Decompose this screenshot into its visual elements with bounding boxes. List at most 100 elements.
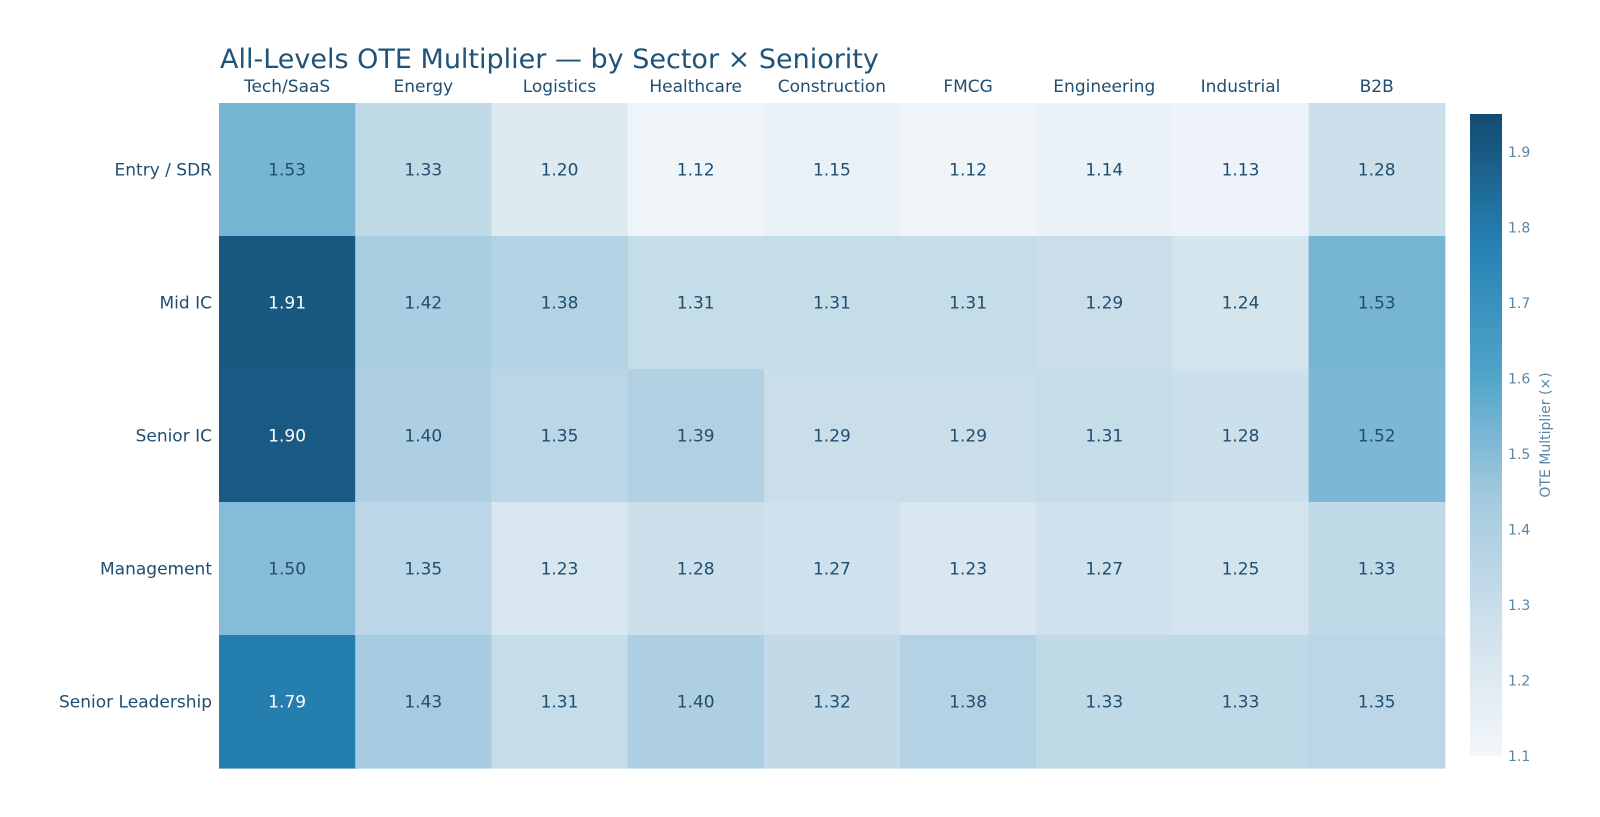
column-label: Industrial: [1201, 77, 1281, 97]
cell-value-label: 1.39: [677, 427, 715, 447]
column-label: Energy: [394, 77, 454, 97]
heatmap-cell: [491, 502, 629, 636]
heatmap-cell: [627, 502, 765, 636]
cell-value-label: 1.25: [1222, 560, 1260, 580]
cell-value-label: 1.35: [1358, 693, 1396, 713]
cell-value-label: 1.33: [404, 161, 442, 181]
cell-value-label: 1.24: [1222, 294, 1260, 314]
column-label: Tech/SaaS: [243, 77, 330, 97]
heatmap-cell: [355, 635, 492, 769]
heatmap-cell: [900, 369, 1037, 503]
cell-value-label: 1.27: [1085, 560, 1123, 580]
colorbar-tick-label: 1.8: [1508, 220, 1530, 236]
column-label: B2B: [1360, 77, 1394, 97]
cell-value-label: 1.29: [1085, 294, 1123, 314]
heatmap-cell: [219, 103, 356, 237]
heatmap-cell: [219, 635, 356, 769]
cell-value-label: 1.29: [949, 427, 987, 447]
cell-value-label: 1.33: [1222, 693, 1260, 713]
heatmap-cell: [1172, 236, 1310, 370]
colorbar-gradient: [1470, 114, 1502, 756]
cell-value-label: 1.12: [949, 161, 987, 181]
heatmap-cell: [1308, 635, 1446, 769]
cell-value-label: 1.31: [541, 693, 579, 713]
heatmap-cell: [627, 635, 765, 769]
heatmap-cell: [763, 369, 901, 503]
heatmap-cell: [491, 369, 629, 503]
cell-value-label: 1.38: [541, 294, 579, 314]
heatmap-cell: [763, 103, 901, 237]
chart-title: All-Levels OTE Multiplier — by Sector × …: [220, 44, 879, 75]
cell-value-label: 1.31: [1085, 427, 1123, 447]
colorbar-tick-label: 1.2: [1508, 673, 1530, 689]
heatmap-cells: 1.53 1.33 1.20 1.12 1.15 1.12 1.14 1.13 1.28 1.91…: [219, 103, 1446, 769]
row-label: Mid IC: [160, 294, 212, 314]
column-label: Healthcare: [649, 77, 742, 97]
cell-value-label: 1.29: [813, 427, 851, 447]
heatmap-cell: [1172, 369, 1310, 503]
colorbar-tick-label: 1.9: [1508, 145, 1530, 161]
colorbar-tick-label: 1.6: [1508, 371, 1530, 387]
row-label: Senior Leadership: [59, 693, 212, 713]
heatmap-cell: [1172, 635, 1310, 769]
column-label: Construction: [778, 77, 886, 97]
heatmap-cell: [219, 236, 356, 370]
column-label: Logistics: [523, 77, 597, 97]
cell-value-label: 1.40: [677, 693, 715, 713]
cell-value-label: 1.35: [404, 560, 442, 580]
heatmap-cell: [491, 103, 629, 237]
cell-value-label: 1.35: [541, 427, 579, 447]
cell-value-label: 1.31: [949, 294, 987, 314]
heatmap-cell: [1036, 369, 1173, 503]
cell-value-label: 1.31: [677, 294, 715, 314]
cell-value-label: 1.14: [1085, 161, 1123, 181]
cell-value-label: 1.33: [1085, 693, 1123, 713]
cell-value-label: 1.28: [1222, 427, 1260, 447]
cell-value-label: 1.90: [268, 427, 306, 447]
cell-value-label: 1.38: [949, 693, 987, 713]
column-labels: Tech/SaaS Energy Logistics Healthcare Constr…: [243, 77, 1394, 97]
cell-value-label: 1.13: [1222, 161, 1260, 181]
heatmap-cell: [627, 103, 765, 237]
colorbar-tick-label: 1.3: [1508, 598, 1530, 614]
heatmap-cell: [1172, 502, 1310, 636]
heatmap-cell: [1036, 635, 1173, 769]
cell-value-label: 1.15: [813, 161, 851, 181]
heatmap-cell: [900, 502, 1037, 636]
heatmap-cell: [355, 236, 492, 370]
cell-value-label: 1.52: [1358, 427, 1396, 447]
heatmap-cell: [1036, 236, 1173, 370]
cell-value-label: 1.50: [268, 560, 306, 580]
cell-value-label: 1.33: [1358, 560, 1396, 580]
heatmap-cell: [1036, 502, 1173, 636]
cell-value-label: 1.79: [268, 693, 306, 713]
cell-value-label: 1.53: [268, 161, 306, 181]
cell-value-label: 1.20: [541, 161, 579, 181]
heatmap-cell: [900, 635, 1037, 769]
colorbar-tick-label: 1.7: [1508, 296, 1530, 312]
heatmap-cell: [763, 635, 901, 769]
colorbar-tick-label: 1.5: [1508, 447, 1530, 463]
heatmap-cell: [900, 236, 1037, 370]
cell-value-label: 1.23: [949, 560, 987, 580]
heatmap-cell: [1308, 236, 1446, 370]
heatmap-cell: [763, 236, 901, 370]
cell-value-label: 1.28: [1358, 161, 1396, 181]
cell-value-label: 1.42: [404, 294, 442, 314]
colorbar-tick-label: 1.4: [1508, 522, 1530, 538]
heatmap-cell: [355, 502, 492, 636]
row-labels: Entry / SDR Mid IC Senior IC Management Seni…: [59, 161, 212, 713]
colorbar-title: OTE Multiplier (×): [1538, 372, 1554, 497]
heatmap-cell: [219, 502, 356, 636]
heatmap-cell: [219, 369, 356, 503]
heatmap-cell: [1308, 103, 1446, 237]
heatmap-cell: [355, 369, 492, 503]
cell-value-label: 1.12: [677, 161, 715, 181]
colorbar-tick-label: 1.1: [1508, 749, 1530, 765]
colorbar-ticks: 1.1 1.2 1.3 1.4 1.5 1.6 1.7 1.8 1.9: [1508, 145, 1530, 765]
colorbar: 1.1 1.2 1.3 1.4 1.5 1.6 1.7 1.8 1.9 OTE Multipli…: [1470, 114, 1554, 765]
heatmap-cell: [627, 369, 765, 503]
row-label: Entry / SDR: [115, 161, 213, 181]
row-label: Senior IC: [136, 427, 212, 447]
row-label: Management: [100, 560, 212, 580]
